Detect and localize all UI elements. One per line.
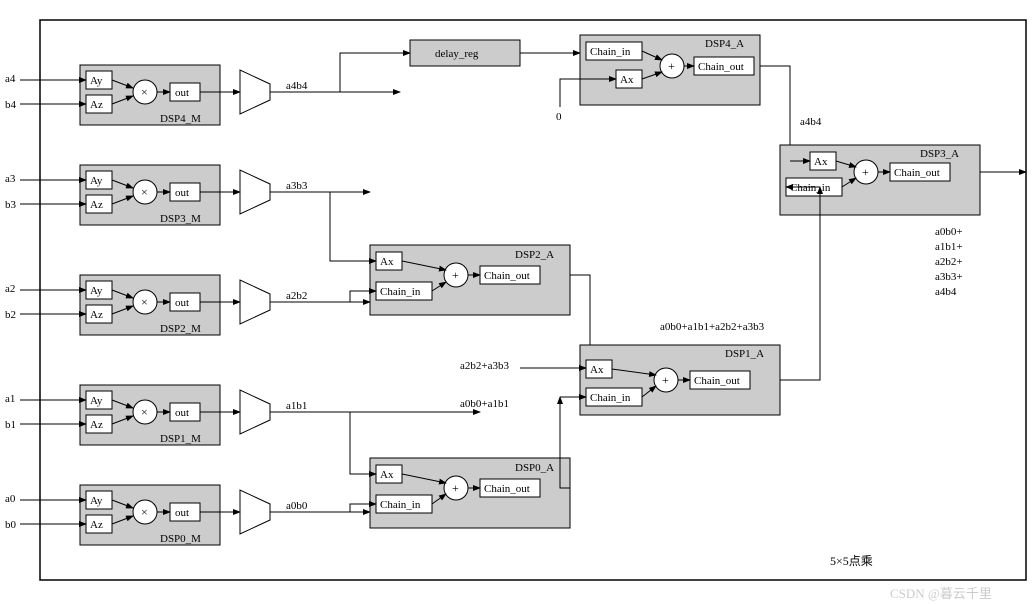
svg-text:+: + bbox=[862, 165, 869, 179]
sig-a4b4: a4b4 bbox=[800, 116, 822, 128]
watermark: CSDN @暮云千里 bbox=[890, 586, 992, 601]
svg-text:×: × bbox=[141, 295, 148, 309]
svg-text:b2: b2 bbox=[5, 309, 16, 321]
svg-text:Ax: Ax bbox=[814, 156, 828, 168]
sig-a0b0a1b1: a0b0+a1b1 bbox=[460, 398, 509, 410]
dsp2a-title: DSP2_A bbox=[515, 249, 554, 261]
svg-text:Chain_out: Chain_out bbox=[694, 375, 740, 387]
svg-text:Ay: Ay bbox=[90, 395, 103, 407]
svg-text:Chain_out: Chain_out bbox=[484, 483, 530, 495]
svg-text:Ay: Ay bbox=[90, 285, 103, 297]
svg-text:out: out bbox=[175, 187, 189, 199]
svg-text:a3: a3 bbox=[5, 173, 16, 185]
dsp0-a-block: Ax Chain_in + Chain_out DSP0_A bbox=[370, 458, 570, 528]
dsp1a-title: DSP1_A bbox=[725, 348, 764, 360]
dsp-m-group: Ay Az × out DSP4_M Ay Az × out DSP3_M bbox=[80, 65, 220, 545]
dsp4a-title: DSP4_A bbox=[705, 38, 744, 50]
svg-text:Chain_out: Chain_out bbox=[894, 167, 940, 179]
dsp4-a-block: Chain_in Ax + Chain_out DSP4_A bbox=[580, 35, 760, 105]
sig-sum4: a0b0+a1b1+a2b2+a3b3 bbox=[660, 321, 765, 333]
svg-text:out: out bbox=[175, 407, 189, 419]
svg-text:Chain_out: Chain_out bbox=[484, 270, 530, 282]
svg-text:Ax: Ax bbox=[380, 256, 394, 268]
dsp4m-ay: Ay bbox=[90, 75, 103, 87]
svg-text:a2b2: a2b2 bbox=[286, 290, 307, 302]
svg-text:Az: Az bbox=[90, 309, 103, 321]
svg-text:Chain_in: Chain_in bbox=[590, 392, 631, 404]
svg-text:Ax: Ax bbox=[380, 469, 394, 481]
svg-text:Chain_in: Chain_in bbox=[380, 499, 421, 511]
svg-text:×: × bbox=[141, 405, 148, 419]
svg-text:a2: a2 bbox=[5, 283, 15, 295]
svg-text:×: × bbox=[141, 505, 148, 519]
result-text: a0b0+ a1b1+ a2b2+ a3b3+ a4b4 bbox=[935, 226, 963, 298]
dsp4-m-block: Ay Az × out DSP4_M bbox=[80, 65, 220, 125]
svg-text:Chain_in: Chain_in bbox=[590, 46, 631, 58]
svg-text:a0: a0 bbox=[5, 493, 16, 505]
dsp3m-title: DSP3_M bbox=[160, 213, 201, 225]
svg-text:Chain_in: Chain_in bbox=[380, 286, 421, 298]
svg-text:Az: Az bbox=[90, 199, 103, 211]
svg-text:a2b2+: a2b2+ bbox=[935, 256, 963, 268]
svg-text:Ay: Ay bbox=[90, 495, 103, 507]
svg-text:Chain_in: Chain_in bbox=[790, 182, 831, 194]
svg-text:+: + bbox=[452, 481, 459, 495]
svg-text:out: out bbox=[175, 507, 189, 519]
dsp3-m-block: Ay Az × out DSP3_M bbox=[80, 165, 220, 225]
svg-text:a4: a4 bbox=[5, 73, 16, 85]
svg-text:a0b0: a0b0 bbox=[286, 500, 308, 512]
svg-text:Ax: Ax bbox=[620, 74, 634, 86]
dsp2m-title: DSP2_M bbox=[160, 323, 201, 335]
svg-text:+: + bbox=[662, 373, 669, 387]
svg-text:a3b3: a3b3 bbox=[286, 180, 308, 192]
dsp1m-title: DSP1_M bbox=[160, 433, 201, 445]
dsp4m-out: out bbox=[175, 87, 189, 99]
dsp4m-az: Az bbox=[90, 99, 103, 111]
svg-text:a0b0+: a0b0+ bbox=[935, 226, 963, 238]
svg-text:+: + bbox=[452, 268, 459, 282]
svg-text:a1b1: a1b1 bbox=[286, 400, 307, 412]
svg-text:Az: Az bbox=[90, 519, 103, 531]
dsp4m-title: DSP4_M bbox=[160, 113, 201, 125]
dsp2-m-block: Ay Az × out DSP2_M bbox=[80, 275, 220, 335]
dsp0m-title: DSP0_M bbox=[160, 533, 201, 545]
dsp0a-title: DSP0_A bbox=[515, 462, 554, 474]
mux-group bbox=[240, 70, 270, 534]
svg-text:b4: b4 bbox=[5, 99, 17, 111]
svg-text:+: + bbox=[668, 59, 675, 73]
dsp2-a-block: Ax Chain_in + Chain_out DSP2_A bbox=[370, 245, 570, 315]
svg-text:b0: b0 bbox=[5, 519, 17, 531]
dsp4m-op: × bbox=[141, 85, 148, 99]
dsp0-m-block: Ay Az × out DSP0_M bbox=[80, 485, 220, 545]
sig-a2b2a3b3: a2b2+a3b3 bbox=[460, 360, 509, 372]
dsp1-m-block: Ay Az × out DSP1_M bbox=[80, 385, 220, 445]
input-wires: a4 b4 a3 b3 a2 b2 a1 b1 a0 b0 bbox=[5, 73, 86, 531]
delay-reg-label: delay_reg bbox=[435, 48, 479, 60]
svg-text:a4b4: a4b4 bbox=[935, 286, 957, 298]
svg-text:b1: b1 bbox=[5, 419, 16, 431]
svg-text:b3: b3 bbox=[5, 199, 17, 211]
zero-label: 0 bbox=[556, 111, 562, 123]
svg-text:Ax: Ax bbox=[590, 364, 604, 376]
dsp1-a-block: Ax Chain_in + Chain_out DSP1_A bbox=[580, 345, 780, 415]
svg-text:a1b1+: a1b1+ bbox=[935, 241, 963, 253]
svg-text:×: × bbox=[141, 185, 148, 199]
caption: 5×5点乘 bbox=[830, 554, 873, 568]
dsp3a-title: DSP3_A bbox=[920, 148, 959, 160]
svg-text:Chain_out: Chain_out bbox=[698, 61, 744, 73]
svg-text:a3b3+: a3b3+ bbox=[935, 271, 963, 283]
svg-text:Az: Az bbox=[90, 419, 103, 431]
svg-text:a1: a1 bbox=[5, 393, 15, 405]
svg-text:a4b4: a4b4 bbox=[286, 80, 308, 92]
svg-text:out: out bbox=[175, 297, 189, 309]
dsp3-a-block: Ax Chain_in + Chain_out DSP3_A bbox=[780, 145, 980, 215]
svg-text:Ay: Ay bbox=[90, 175, 103, 187]
